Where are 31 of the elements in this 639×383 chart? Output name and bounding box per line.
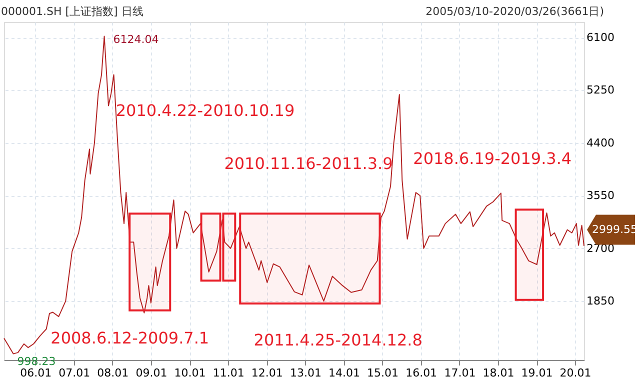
x-tick-label: 18.01 xyxy=(482,366,514,380)
x-tick-label: 09.01 xyxy=(136,366,168,380)
x-tick-label: 07.01 xyxy=(58,366,90,380)
x-tick-label: 11.01 xyxy=(212,366,244,380)
chart-title: 000001.SH [上证指数] 日线 xyxy=(1,5,144,18)
x-tick-label: 10.01 xyxy=(174,366,206,380)
x-tick-label: 15.01 xyxy=(367,366,399,380)
y-tick-label: 5250 xyxy=(586,84,614,97)
chart-subtitle: 2005/03/10-2020/03/26(3661日) xyxy=(426,5,604,18)
band-label: 2010.4.22-2010.10.19 xyxy=(116,100,295,120)
band-label: 2018.6.19-2019.3.4 xyxy=(413,148,572,168)
x-tick-label: 06.01 xyxy=(20,366,52,380)
annotation: 998.23 xyxy=(17,354,56,368)
x-tick-label: 19.01 xyxy=(521,366,553,380)
y-tick-label: 4400 xyxy=(586,136,614,150)
x-tick-label: 17.01 xyxy=(444,366,476,380)
line-series xyxy=(4,36,584,354)
x-tick-label: 14.01 xyxy=(328,366,360,380)
x-tick-label: 13.01 xyxy=(290,366,322,380)
x-tick-label: 08.01 xyxy=(97,366,129,380)
band-label: 2010.11.16-2011.3.9 xyxy=(224,154,393,173)
x-tick-label: 16.01 xyxy=(406,366,438,380)
annotation: 2999.55 xyxy=(592,222,638,236)
x-tick-label: 12.01 xyxy=(251,366,283,380)
band-label: 2011.4.25-2014.12.8 xyxy=(254,330,422,350)
annotation: 6124.04 xyxy=(113,33,159,46)
y-tick-label: 3550 xyxy=(586,189,614,202)
x-tick-label: 20.01 xyxy=(560,366,592,380)
y-tick-label: 1850 xyxy=(586,294,614,308)
y-tick-label: 6100 xyxy=(586,31,614,44)
band-label: 2008.6.12-2009.7.1 xyxy=(50,328,210,348)
